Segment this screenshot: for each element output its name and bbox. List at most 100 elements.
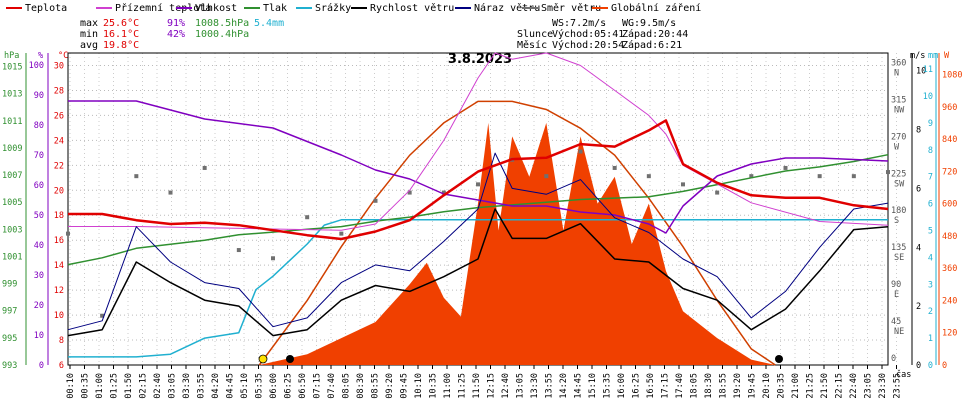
direction-point (851, 174, 856, 179)
sunset: Západ:20:44 (622, 28, 688, 40)
x-tick-label: 14:45 (574, 373, 584, 399)
rain-tick: 8 (928, 146, 933, 156)
x-tick-label: 22:40 (849, 373, 859, 399)
humidity-tick: 60 (34, 181, 44, 191)
direction-letter: W (894, 142, 900, 152)
legend-label: Srážky (315, 2, 351, 14)
x-axis: 00:10 00:35 01:00 01:25 01:50 02:15 02:40 03:05… (66, 365, 911, 399)
series-teplota (68, 119, 889, 241)
stat-temp: 16.1°C (103, 29, 139, 40)
x-tick-label: 05:35 (255, 373, 265, 399)
direction-point (817, 174, 822, 179)
stats-panel: max 25.6°C 91% 1008.5hPa 5.4mm min 16.1°C 42% 10… (80, 18, 284, 51)
direction-point (612, 165, 617, 170)
temp-unit: °C (58, 51, 68, 61)
legend-label: Globální záření (611, 2, 701, 14)
temp-tick: 12 (54, 286, 64, 296)
humidity-unit: % (38, 51, 43, 61)
direction-point (749, 174, 754, 179)
pressure-tick: 995 (2, 334, 17, 344)
stat-label: avg (80, 40, 98, 51)
x-tick-label: 20:35 (777, 373, 787, 399)
rain-tick: 1 (928, 334, 933, 344)
x-tick-label: 09:45 (400, 373, 410, 399)
temp-tick: 28 (54, 86, 64, 96)
legend-item: Náraz větru (455, 2, 540, 14)
x-tick-label: 21:25 (806, 373, 816, 399)
legend-item: Směr větru (522, 2, 601, 14)
direction-point (271, 256, 275, 261)
legend-item: Rychlost větru (351, 2, 454, 14)
right-axes: m/smmW045NE90E135SE180S225SW270W315NW360… (891, 51, 962, 371)
direction-point (578, 149, 583, 154)
direction-point (544, 174, 549, 179)
x-tick-label: 07:40 (327, 373, 337, 399)
radiation-tick: 360 (942, 264, 957, 274)
wind-tick: 10 (916, 67, 926, 77)
temp-tick: 8 (59, 336, 64, 346)
humidity-tick: 40 (34, 241, 44, 251)
legend-label: Náraz větru (474, 2, 540, 14)
x-tick-label: 13:30 (530, 373, 540, 399)
temp-tick: 10 (54, 311, 64, 321)
temp-tick: 30 (54, 61, 64, 71)
x-tick-label: 08:55 (371, 373, 381, 399)
x-tick-label: 17:40 (675, 373, 685, 399)
legend-item: Teplota (6, 3, 67, 14)
direction-letter: SE (894, 253, 904, 263)
direction-tick: 45 (891, 317, 901, 327)
temp-tick: 26 (54, 111, 64, 121)
wind-tick: 2 (916, 302, 921, 312)
x-tick-label: 10:10 (414, 373, 424, 399)
stat-pressure: 1000.4hPa (195, 29, 249, 40)
x-tick-label: 04:45 (226, 373, 236, 399)
humidity-tick: 90 (34, 91, 44, 101)
x-tick-label: 01:00 (95, 373, 105, 399)
humidity-tick: 30 (34, 271, 44, 281)
rain-unit: mm (928, 51, 938, 61)
x-tick-label: 03:05 (168, 373, 178, 399)
pressure-tick: 1003 (2, 225, 22, 235)
direction-tick: 270 (891, 132, 906, 142)
x-tick-label: 19:45 (748, 373, 758, 399)
direction-point (373, 198, 378, 203)
direction-point (66, 231, 70, 236)
moonrise: Východ:20:54 (552, 39, 624, 51)
x-tick-label: 10:35 (429, 373, 439, 399)
radiation-tick: 600 (942, 200, 957, 210)
radiation-tick: 240 (942, 296, 957, 306)
pressure-tick: 1009 (2, 144, 22, 154)
x-tick-label: 16:50 (646, 373, 656, 399)
wind-unit: m/s (910, 51, 925, 61)
humidity-tick: 50 (34, 211, 44, 221)
direction-point (339, 231, 344, 236)
x-tick-label: 15:35 (603, 373, 613, 399)
ws-max: WS:7.2m/s (552, 18, 606, 29)
series-clear-sky (258, 100, 776, 366)
legend-item: Přízemní teplota (96, 2, 211, 14)
pressure-tick: 1005 (2, 198, 22, 208)
direction-point (886, 170, 890, 175)
series-naraz-vetru (67, 152, 889, 331)
humidity-tick: 70 (34, 151, 44, 161)
pressure-tick: 993 (2, 361, 17, 371)
rain-tick: 6 (928, 200, 933, 210)
x-tick-label: 18:55 (719, 373, 729, 399)
direction-point (236, 248, 241, 253)
wind-tick: 6 (916, 184, 921, 194)
x-tick-label: 00:35 (81, 373, 91, 399)
moonrise-marker (775, 355, 783, 363)
x-tick-label: 06:00 (269, 373, 279, 399)
x-tick-label: 22:15 (835, 373, 845, 399)
legend-item: Vlhkost (176, 3, 237, 14)
radiation-tick: 120 (942, 329, 957, 339)
direction-point (681, 182, 685, 187)
stat-humidity: 42% (167, 29, 185, 40)
pressure-tick: 997 (2, 307, 17, 317)
direction-tick: 0 (891, 354, 896, 364)
x-tick-label: 05:10 (240, 373, 250, 399)
rain-tick: 7 (928, 173, 933, 183)
legend-label: Směr větru (541, 2, 601, 14)
x-tick-label: 23:55 (893, 373, 903, 399)
